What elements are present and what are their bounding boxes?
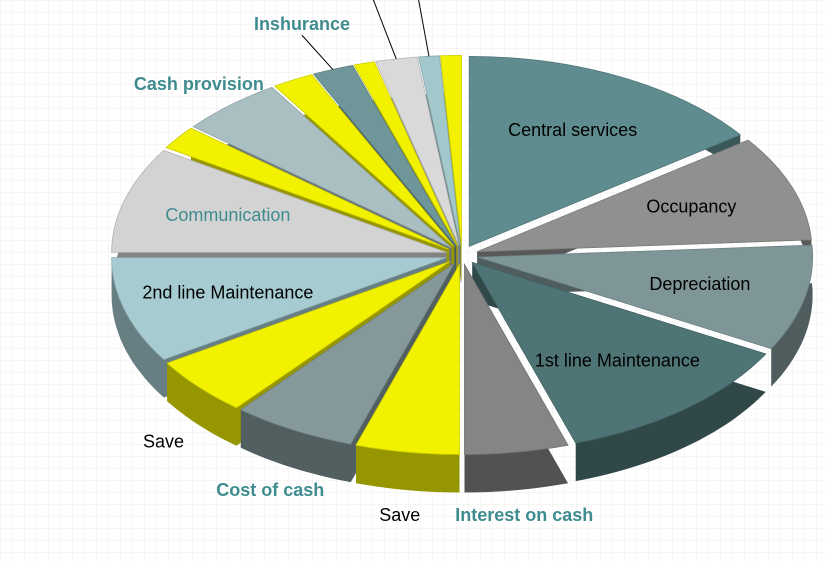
slice-label: Cash provision <box>134 74 264 94</box>
slice-label: Interest on cash <box>455 505 593 525</box>
leader-line <box>372 0 397 60</box>
slice-label: Communication <box>165 205 290 225</box>
slice <box>111 257 447 360</box>
slice-label: Save <box>379 505 420 525</box>
slice-label: Cost of cash <box>216 480 324 500</box>
slice <box>165 127 450 250</box>
slice <box>468 56 742 248</box>
slice <box>192 86 452 249</box>
slice-label: Save <box>143 431 184 451</box>
slice-label: 2nd line Maintenance <box>142 282 313 302</box>
slice-label: Occupancy <box>646 197 736 217</box>
leader-line <box>418 0 430 57</box>
slice <box>471 261 767 444</box>
slice-label: Central services <box>508 120 637 140</box>
slice <box>111 150 447 253</box>
slice-label: Inshurance <box>254 14 350 34</box>
slice <box>353 61 458 246</box>
slice <box>239 263 455 445</box>
slice-side <box>356 264 460 493</box>
slice <box>166 260 451 409</box>
slice <box>440 55 462 246</box>
slice <box>355 262 460 455</box>
slice <box>476 139 812 253</box>
slice <box>274 74 455 247</box>
slice-side <box>111 150 447 291</box>
slice <box>464 262 569 455</box>
leader-line <box>301 34 334 70</box>
slice-label: Depreciation <box>649 274 750 294</box>
slice-label: 1st line Maintenance <box>535 351 700 371</box>
slice <box>477 244 813 350</box>
